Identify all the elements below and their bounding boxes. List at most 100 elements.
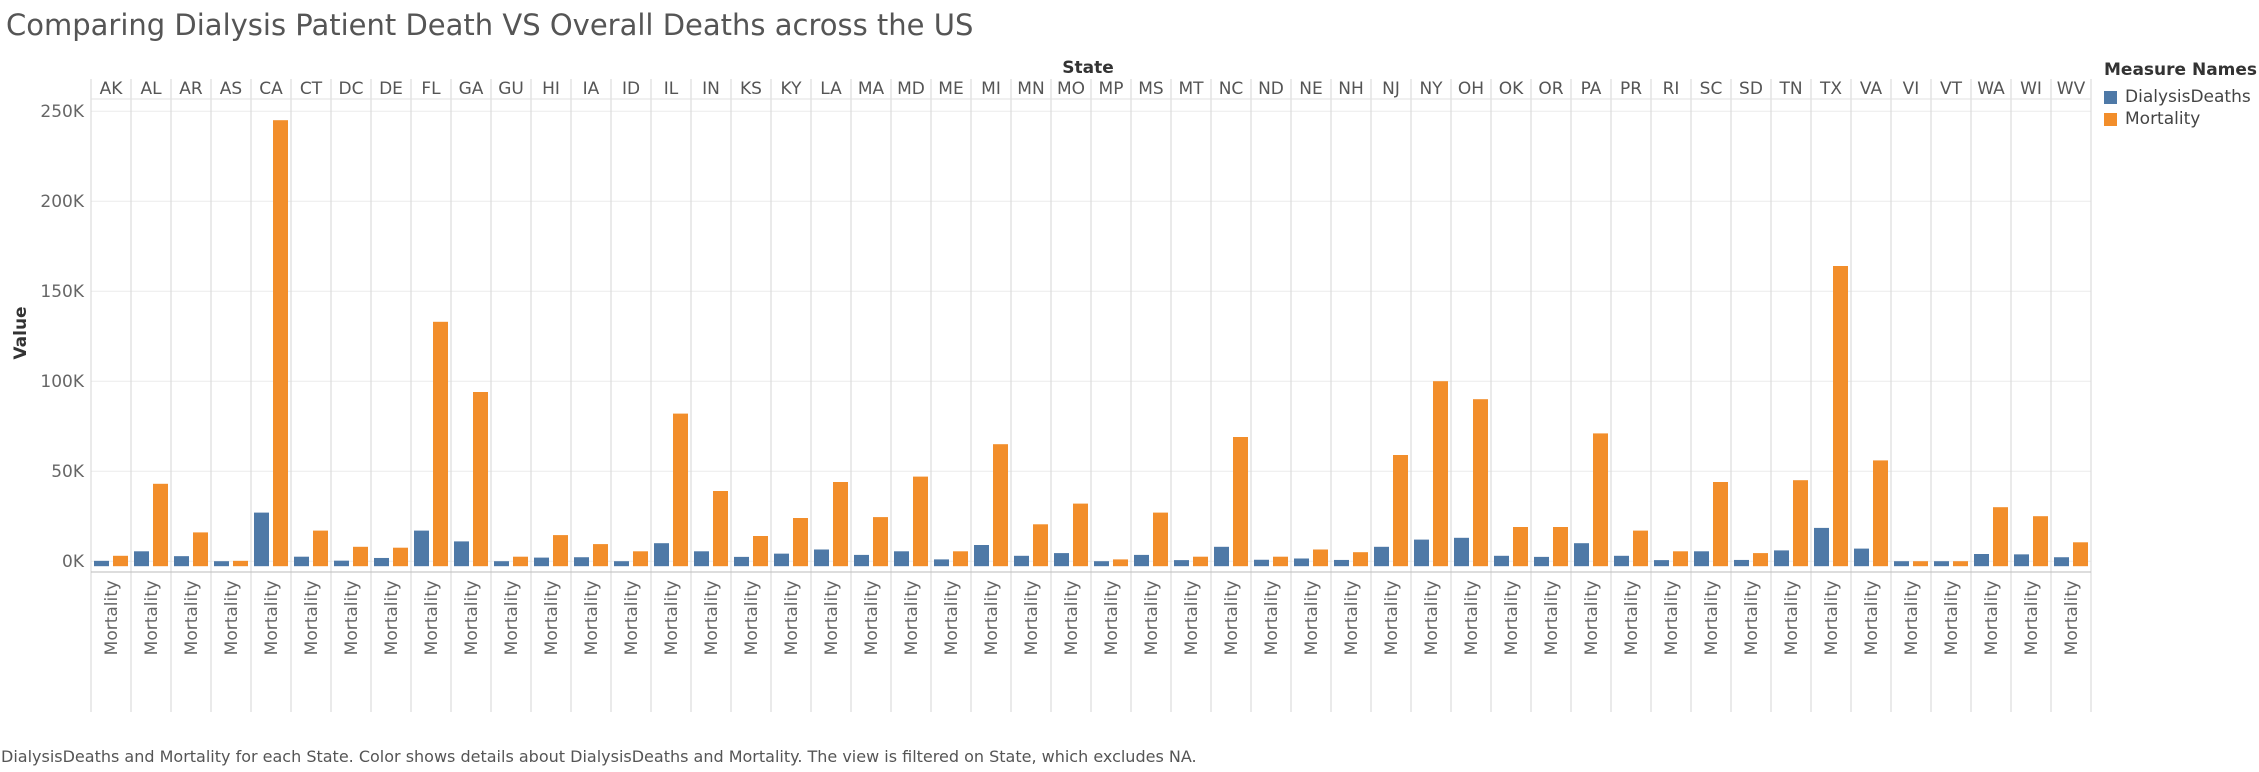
bar-dialysis-deaths: [1414, 539, 1429, 567]
bar-mortality: [1393, 455, 1408, 567]
bar-mortality: [113, 555, 128, 567]
bar-mortality: [1473, 399, 1488, 567]
state-label: CA: [259, 79, 283, 99]
bar-mortality: [1553, 527, 1568, 567]
bar-dialysis-deaths: [574, 557, 589, 567]
bar-mortality: [1833, 266, 1848, 567]
bottom-label: Mortality: [1582, 580, 1602, 655]
bar-mortality: [713, 491, 728, 567]
bar-dialysis-deaths: [1614, 555, 1629, 567]
bar-dialysis-deaths: [1094, 561, 1109, 567]
bar-dialysis-deaths: [1014, 555, 1029, 567]
bar-dialysis-deaths: [1174, 560, 1189, 567]
bottom-label: Mortality: [1862, 580, 1882, 655]
bar-mortality: [153, 483, 168, 567]
state-label: IA: [583, 79, 600, 99]
bar-mortality: [1313, 549, 1328, 567]
bar-dialysis-deaths: [1054, 553, 1069, 567]
bottom-label: Mortality: [662, 580, 682, 655]
state-label: NY: [1419, 79, 1443, 99]
bar-mortality: [193, 532, 208, 567]
state-label: KS: [740, 79, 762, 99]
state-label: CT: [300, 79, 323, 99]
bottom-label: Mortality: [262, 580, 282, 655]
bar-mortality: [633, 551, 648, 567]
bar-mortality: [1993, 507, 2008, 567]
bottom-label: Mortality: [982, 580, 1002, 655]
bar-mortality: [1273, 556, 1288, 567]
legend-label-dialysis: DialysisDeaths: [2125, 87, 2251, 107]
bottom-label: Mortality: [622, 580, 642, 655]
bar-dialysis-deaths: [894, 551, 909, 567]
state-label: VT: [1940, 79, 1963, 99]
legend-swatch-mortality: [2104, 112, 2117, 126]
bottom-label: Mortality: [1462, 580, 1482, 655]
bar-mortality: [793, 518, 808, 567]
bottom-label: Mortality: [702, 580, 722, 655]
bar-dialysis-deaths: [214, 561, 229, 567]
y-axis: 0K 50K 100K 150K 200K 250K Value: [11, 102, 85, 572]
state-label: HI: [542, 79, 560, 99]
bar-mortality: [1913, 561, 1928, 567]
state-label: RI: [1663, 79, 1680, 99]
legend-item-mortality[interactable]: Mortality: [2104, 108, 2257, 130]
bar-dialysis-deaths: [414, 530, 429, 567]
state-label: MN: [1017, 79, 1044, 99]
legend-item-dialysis[interactable]: DialysisDeaths: [2104, 86, 2257, 108]
bottom-label: Mortality: [342, 580, 362, 655]
bar-mortality: [473, 392, 488, 567]
bottom-label: Mortality: [462, 580, 482, 655]
bar-mortality: [1673, 551, 1688, 567]
bottom-label: Mortality: [902, 580, 922, 655]
bottom-label: Mortality: [862, 580, 882, 655]
bar-dialysis-deaths: [614, 561, 629, 567]
bottom-label: Mortality: [1742, 580, 1762, 655]
bottom-label: Mortality: [742, 580, 762, 655]
bottom-label: Mortality: [1622, 580, 1642, 655]
bottom-label: Mortality: [582, 580, 602, 655]
bar-dialysis-deaths: [494, 561, 509, 567]
state-label: GA: [459, 79, 484, 99]
state-label: NC: [1219, 79, 1244, 99]
legend-label-mortality: Mortality: [2125, 109, 2201, 129]
chart-caption: DialysisDeaths and Mortality for each St…: [1, 747, 1197, 766]
bar-dialysis-deaths: [1654, 560, 1669, 567]
bar-mortality: [1193, 556, 1208, 567]
bar-mortality: [1753, 553, 1768, 567]
bottom-label: Mortality: [1902, 580, 1922, 655]
bottom-label: Mortality: [1062, 580, 1082, 655]
bottom-label: Mortality: [1382, 580, 1402, 655]
bar-dialysis-deaths: [1814, 527, 1829, 567]
state-label: AS: [220, 79, 242, 99]
bottom-label: Mortality: [542, 580, 562, 655]
state-label: MI: [981, 79, 1001, 99]
bottom-label: Mortality: [1502, 580, 1522, 655]
bottom-label: Mortality: [1302, 580, 1322, 655]
legend-swatch-dialysis: [2104, 90, 2117, 104]
bar-dialysis-deaths: [174, 556, 189, 567]
bar-mortality: [353, 546, 368, 567]
bottom-label: Mortality: [422, 580, 442, 655]
bar-dialysis-deaths: [1454, 537, 1469, 567]
bottom-label: Mortality: [182, 580, 202, 655]
state-label: AK: [100, 79, 124, 99]
state-label: ME: [938, 79, 963, 99]
bottom-label: Mortality: [942, 580, 962, 655]
bottom-label: Mortality: [782, 580, 802, 655]
bar-mortality: [673, 413, 688, 567]
bar-dialysis-deaths: [814, 549, 829, 567]
y-axis-title: Value: [11, 306, 31, 359]
bottom-label: Mortality: [1662, 580, 1682, 655]
bar-mortality: [1033, 524, 1048, 567]
state-label: OH: [1458, 79, 1484, 99]
bottom-label: Mortality: [1542, 580, 1562, 655]
bottom-label: Mortality: [2062, 580, 2082, 655]
bottom-label: Mortality: [1222, 580, 1242, 655]
bar-mortality: [1353, 552, 1368, 567]
bar-mortality: [1953, 561, 1968, 567]
bar-mortality: [2073, 542, 2088, 567]
bar-dialysis-deaths: [2054, 557, 2069, 567]
bar-mortality: [1713, 482, 1728, 567]
bar-dialysis-deaths: [2014, 554, 2029, 567]
state-columns: [90, 79, 2092, 712]
